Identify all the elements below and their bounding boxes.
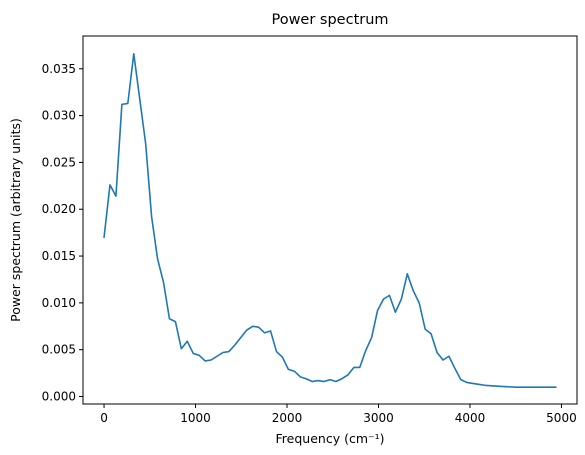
x-tick-label: 3000 bbox=[363, 411, 394, 425]
y-tick-label: 0.025 bbox=[42, 155, 76, 169]
plot-area bbox=[103, 52, 557, 388]
x-tick-label: 0 bbox=[100, 411, 108, 425]
y-tick-label: 0.010 bbox=[42, 296, 76, 310]
y-tick-label: 0.015 bbox=[42, 249, 76, 263]
x-tick-label: 5000 bbox=[546, 411, 577, 425]
x-tick-label: 1000 bbox=[180, 411, 211, 425]
x-tick-label: 4000 bbox=[455, 411, 486, 425]
chart-title: Power spectrum bbox=[271, 12, 388, 28]
x-axis: 0 1000 2000 3000 4000 5000 bbox=[100, 404, 577, 425]
x-axis-label: Frequency (cm⁻¹) bbox=[276, 431, 385, 446]
x-tick-label: 2000 bbox=[272, 411, 303, 425]
y-tick-label: 0.000 bbox=[42, 390, 76, 404]
axes-frame bbox=[82, 35, 578, 405]
y-tick-label: 0.030 bbox=[42, 109, 76, 123]
series-line bbox=[103, 52, 557, 388]
y-axis-label: Power spectrum (arbitrary units) bbox=[8, 118, 23, 322]
y-tick-label: 0.035 bbox=[42, 62, 76, 76]
y-tick-label: 0.005 bbox=[42, 343, 76, 357]
y-tick-label: 0.020 bbox=[42, 202, 76, 216]
y-axis: 0.000 0.005 0.010 0.015 0.020 0.025 0.030 0.035 bbox=[42, 62, 83, 404]
